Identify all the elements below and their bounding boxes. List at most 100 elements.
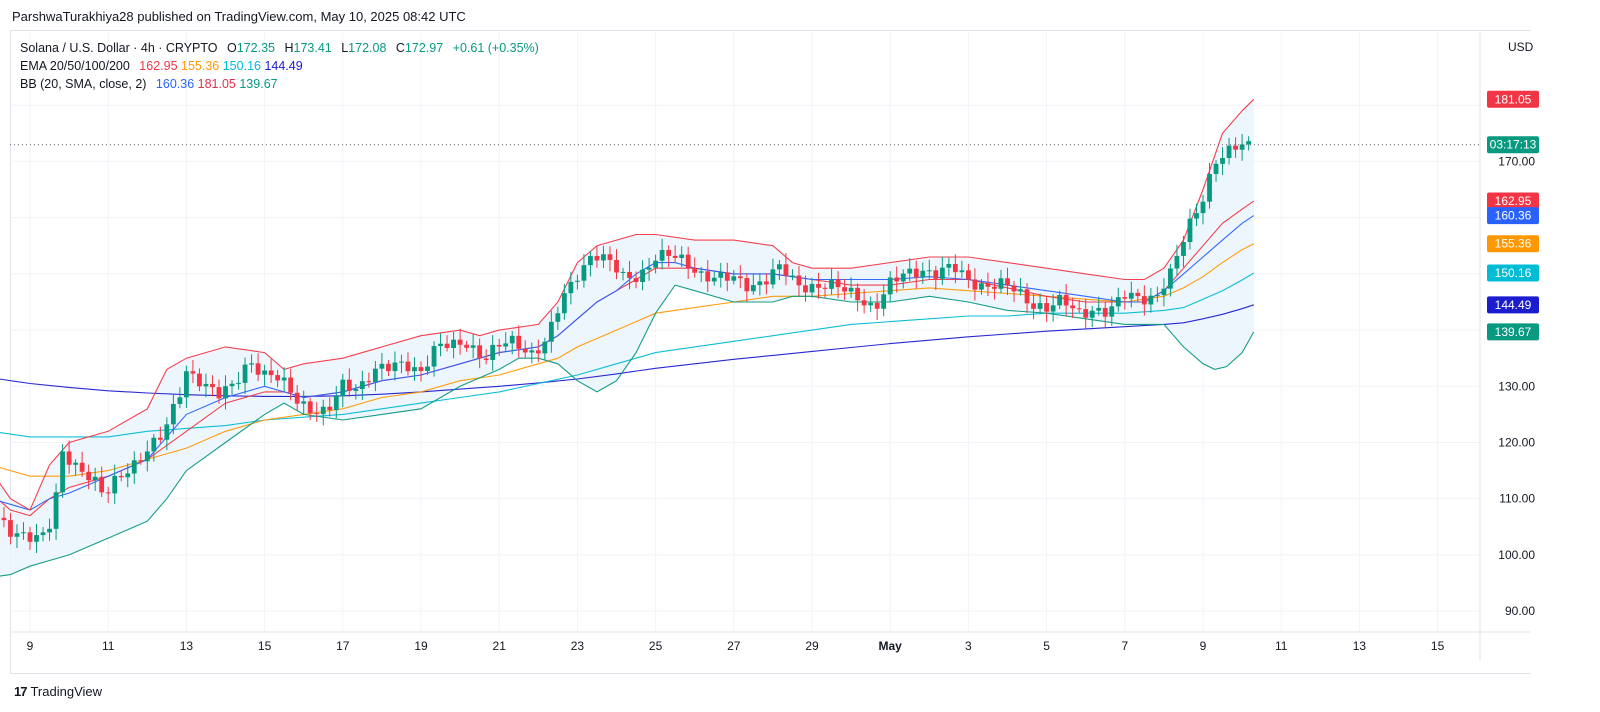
ema100-line — [0, 272, 1255, 438]
legend-ema-row[interactable]: EMA 20/50/100/200 162.95 155.36 150.16 1… — [20, 57, 545, 75]
candle-body — [86, 471, 92, 481]
candle-body — [1089, 310, 1095, 318]
x-tick-label: 25 — [649, 639, 663, 653]
candle-body — [346, 379, 352, 391]
candle-body — [718, 272, 724, 278]
candle-body — [842, 287, 847, 292]
y-tick-label: 90.00 — [1505, 604, 1535, 618]
candle-body — [105, 492, 111, 494]
candle-body — [314, 413, 320, 415]
price-badge-label: 162.95 — [1495, 194, 1532, 208]
candle-body — [1070, 305, 1076, 309]
candle-body — [874, 302, 880, 309]
candle-body — [418, 367, 424, 372]
candle-body — [672, 255, 678, 258]
candle-body — [1109, 306, 1115, 317]
candle-body — [920, 270, 926, 278]
x-tick-label: 9 — [27, 639, 34, 653]
x-tick-label: 17 — [336, 639, 350, 653]
candle-body — [653, 260, 658, 268]
price-badge — [1487, 296, 1539, 314]
x-tick-label: 3 — [965, 639, 972, 653]
candle-body — [1200, 201, 1206, 214]
bb-band-fill — [0, 99, 1254, 577]
candle-body — [1220, 158, 1225, 164]
x-tick-label: 15 — [258, 639, 272, 653]
candle-body — [464, 344, 470, 348]
candle-body — [627, 271, 632, 279]
y-tick-label: 120.00 — [1498, 435, 1535, 449]
x-tick-label: 19 — [414, 639, 428, 653]
candle-body — [392, 362, 398, 372]
legend-symbol[interactable]: Solana / U.S. Dollar · 4h · CRYPTO — [20, 41, 218, 55]
candle-body — [1226, 145, 1232, 159]
candle-body — [333, 396, 339, 411]
legend-low: 172.08 — [348, 41, 387, 55]
candle-body — [522, 348, 528, 353]
price-badge — [1487, 235, 1539, 253]
y-tick-label: 110.00 — [1499, 492, 1535, 506]
legend-ema-label: EMA 20/50/100/200 — [20, 59, 130, 73]
legend-high-label: H — [284, 41, 294, 55]
candle-body — [926, 270, 932, 272]
candle-body — [79, 462, 85, 472]
legend-close-label: C — [395, 41, 405, 55]
candle-body — [1083, 309, 1089, 318]
candle-body — [757, 281, 763, 286]
candle-body — [125, 473, 131, 478]
candle-body — [1194, 213, 1199, 219]
candle-body — [777, 264, 782, 270]
candle-body — [1168, 268, 1173, 289]
candle-body — [66, 451, 72, 465]
candle-body — [509, 335, 515, 344]
candle-body — [575, 280, 580, 282]
candle-body — [685, 254, 691, 269]
y-tick-label: 130.00 — [1498, 379, 1535, 393]
legend-bb-row[interactable]: BB (20, SMA, close, 2) 160.36 181.05 139… — [20, 75, 545, 93]
candle-body — [431, 346, 437, 367]
candle-body — [1018, 289, 1023, 292]
x-tick-label: 13 — [1353, 639, 1367, 653]
currency-label[interactable]: USD — [1508, 40, 1534, 54]
price-badge-label: 150.16 — [1495, 266, 1532, 280]
candle-body — [1141, 296, 1147, 305]
candle-body — [268, 370, 274, 376]
candle-body — [307, 401, 313, 414]
price-badge — [1487, 90, 1539, 108]
candle-body — [1037, 303, 1043, 309]
x-tick-label: 27 — [727, 639, 741, 653]
candle-body — [692, 268, 698, 273]
chart-pane[interactable] — [10, 30, 1530, 674]
candle-body — [561, 293, 567, 314]
candle-body — [438, 343, 443, 347]
candle-body — [972, 279, 978, 290]
candle-body — [27, 532, 33, 542]
candle-body — [620, 271, 626, 273]
published-by: ParshwaTurakhiya28 published on TradingV… — [12, 9, 466, 24]
legend-high: 173.41 — [293, 41, 332, 55]
candle-body — [262, 370, 267, 375]
price-badge — [1487, 192, 1539, 210]
candle-body — [992, 286, 997, 289]
candle-body — [542, 341, 548, 354]
candle-body — [809, 283, 815, 293]
candle-body — [724, 272, 730, 281]
candle-body — [405, 361, 411, 372]
candle-body — [535, 350, 541, 354]
candle-body — [327, 406, 333, 411]
candle-body — [425, 366, 430, 372]
candle-body — [1063, 294, 1069, 306]
candle-body — [1115, 297, 1121, 307]
candle-body — [255, 363, 261, 375]
candle-body — [1076, 308, 1082, 310]
candle-body — [946, 264, 952, 268]
candle-body — [796, 275, 802, 286]
candle-body — [588, 255, 593, 266]
candle-body — [47, 528, 52, 533]
candle-body — [1174, 255, 1180, 269]
candle-body — [21, 532, 26, 534]
candle-body — [1122, 297, 1128, 299]
candle-body — [1148, 295, 1154, 305]
candle-body — [34, 535, 39, 542]
